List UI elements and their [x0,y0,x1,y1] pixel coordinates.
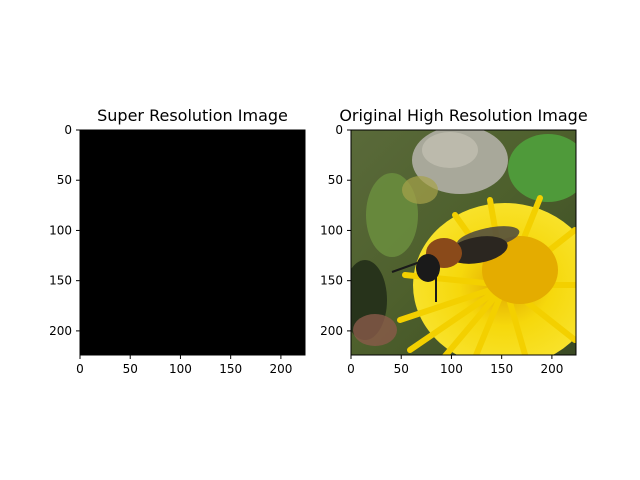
panel-title-super-resolution: Super Resolution Image [97,106,288,125]
photo-leaf-top-right [508,134,576,202]
axes-frame-right [350,129,577,356]
axis-ticks-right: 0 50 100 150 200 0 50 100 150 200 [320,123,563,376]
original-photo [351,130,576,355]
x-tick-label: 100 [169,362,192,376]
photo-moss [402,176,438,204]
y-tick-label: 150 [49,274,72,288]
x-tick-label: 200 [540,362,563,376]
x-tick-label: 150 [219,362,242,376]
panel-super-resolution: Super Resolution Image 0 50 100 150 200 0 50 10… [49,106,306,376]
x-tick-label: 0 [76,362,84,376]
y-tick-label: 200 [320,324,343,338]
photo-stone-shade [422,132,478,168]
y-tick-label: 0 [64,123,72,137]
x-tick-label: 200 [269,362,292,376]
photo-bee [391,226,520,302]
y-tick-label: 50 [328,173,343,187]
bee-abdomen [448,236,508,264]
photo-reddish-patch [353,314,397,346]
axes-frame-left [79,129,306,356]
bee-antenna [391,261,421,273]
y-tick-label: 50 [57,173,72,187]
x-tick-label: 50 [123,362,138,376]
y-tick-label: 100 [320,223,343,237]
super-resolution-image [80,130,305,355]
panel-title-original: Original High Resolution Image [339,106,587,125]
x-tick-label: 100 [440,362,463,376]
x-tick-label: 0 [347,362,355,376]
axis-ticks-left: 0 50 100 150 200 0 50 100 150 200 [49,123,292,376]
y-tick-label: 200 [49,324,72,338]
y-tick-label: 100 [49,223,72,237]
x-tick-label: 50 [394,362,409,376]
panel-original-high-resolution: Original High Resolution Image [320,106,588,376]
bee-head [416,254,440,282]
y-tick-label: 150 [320,274,343,288]
y-tick-label: 0 [335,123,343,137]
x-tick-label: 150 [490,362,513,376]
